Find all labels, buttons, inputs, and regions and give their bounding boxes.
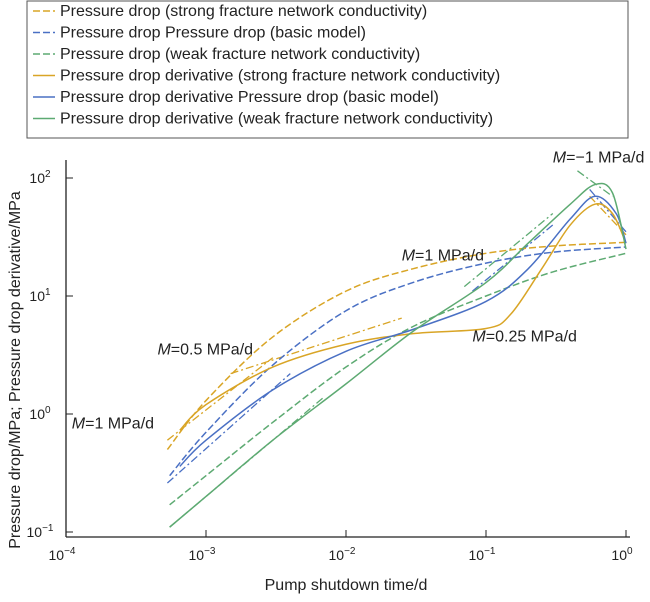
legend-entry: Pressure drop (strong fracture network c… <box>60 3 427 20</box>
legend-entry: Pressure drop derivative (weak fracture … <box>60 111 493 128</box>
legend-entry: Pressure drop (weak fracture network con… <box>60 46 420 63</box>
series-line-5 <box>169 182 627 528</box>
y-tick-label: 101 <box>29 287 51 304</box>
series-line-0 <box>166 241 627 450</box>
legend: Pressure drop (strong fracture network c… <box>33 3 500 128</box>
x-tick-label: 100 <box>611 546 633 563</box>
reference-line <box>589 189 627 233</box>
annotation-label: M=1 MPa/d <box>72 416 154 433</box>
x-axis-label: Pump shutdown time/d <box>265 577 428 594</box>
y-tick-label: 10−1 <box>27 523 54 540</box>
series-line-4 <box>179 195 627 467</box>
annotation-label: M=1 MPa/d <box>402 247 484 264</box>
annotation-label: M=0.5 MPa/d <box>157 341 253 358</box>
legend-entry: Pressure drop derivative Pressure drop (… <box>60 89 439 106</box>
x-tick-label: 10−3 <box>189 546 216 563</box>
reference-line <box>463 213 554 288</box>
x-tick-label: 10−1 <box>469 546 496 563</box>
y-tick-label: 100 <box>29 405 51 422</box>
y-axis-label: Pressure drop/MPa; Pressure drop derivat… <box>7 191 24 549</box>
series-line-2 <box>169 252 627 506</box>
reference-line <box>166 373 291 484</box>
reference-line <box>577 170 613 197</box>
x-tick-label: 10−2 <box>329 546 356 563</box>
y-tick-label: 102 <box>29 169 51 186</box>
reference-line <box>230 317 402 375</box>
reference-line <box>166 357 274 441</box>
series-group <box>166 170 627 528</box>
x-tick-label: 10−4 <box>49 546 76 563</box>
annotation-label: M=−1 MPa/d <box>553 150 645 167</box>
series-line-3 <box>179 203 627 431</box>
annotations: M=1 MPa/d M=0.5 MPa/d M=1 MPa/d M=0.25 MPa/… <box>72 150 645 433</box>
legend-entry: Pressure drop Pressure drop (basic model… <box>60 25 366 42</box>
legend-box <box>26 0 629 139</box>
ticks: 10−4 10−3 10−2 10−1 100 10−1 100 101 102 <box>27 169 634 563</box>
legend-entry: Pressure drop derivative (strong fractur… <box>60 68 500 85</box>
annotation-label: M=0.25 MPa/d <box>472 329 577 346</box>
series-line-1 <box>169 246 627 477</box>
